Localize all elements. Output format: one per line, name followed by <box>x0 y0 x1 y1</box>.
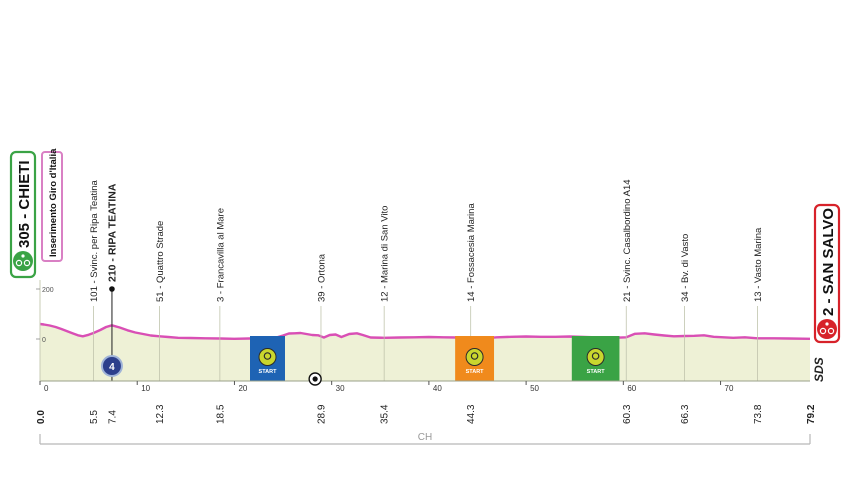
finish-label: 2 - SAN SALVO <box>813 203 841 344</box>
x-tick-label: 60 <box>627 384 636 393</box>
intermediate-label: START <box>259 369 278 375</box>
intermediate-sprint-box: START <box>571 336 620 381</box>
waypoint-label: 34 - Bv. di Vasto <box>680 234 691 302</box>
waypoint-distance: 7.4 <box>107 410 118 424</box>
region-bracket: CH <box>39 432 811 445</box>
waypoint-distance: 60.3 <box>622 404 633 424</box>
waypoint-label: 12 - Marina di San Vito <box>380 206 391 302</box>
summit-dot <box>109 286 115 292</box>
waypoint-distance: 44.3 <box>466 404 477 424</box>
start-distance: 0.0 <box>36 410 47 424</box>
waypoint-distance: 12.3 <box>155 404 166 424</box>
x-tick-label: 70 <box>725 384 734 393</box>
intermediate-sprint-box: START <box>250 336 285 381</box>
x-tick-label: 10 <box>141 384 150 393</box>
kom-marker: 4 <box>100 355 123 377</box>
waypoint-label: 39 - Ortona <box>316 253 327 302</box>
waypoint-label: 14 - Fossacesia Marina <box>466 203 477 302</box>
waypoint-distance: 18.5 <box>215 404 226 424</box>
x-tick-label: 40 <box>433 384 442 393</box>
waypoint-label: 101 - Svinc. per Ripa Teatina <box>89 179 100 302</box>
kom-number: 4 <box>109 362 115 373</box>
finish-location-label: 2 - SAN SALVO <box>820 208 837 316</box>
elevation-profile-line <box>39 322 811 340</box>
waypoint-label: 210 - RIPA TEATINA <box>106 183 118 282</box>
waypoint-label: 21 - Svinc. Casalbordino A14 <box>622 179 633 302</box>
waypoint-distance: 73.8 <box>753 404 764 424</box>
start-location-label: 305 - CHIETI <box>16 160 33 248</box>
kom-circle <box>100 355 123 377</box>
intermediate-sprint-box: START <box>455 336 495 381</box>
waypoint-distance: 5.5 <box>89 410 100 424</box>
y-tick-label: 200 <box>42 287 54 294</box>
intermediate-label: START <box>587 369 606 375</box>
x-tick-label: 50 <box>530 384 539 393</box>
start-label: 305 - CHIETI <box>9 150 37 279</box>
x-tick-label: 20 <box>238 384 247 393</box>
region-label: CH <box>418 432 432 443</box>
x-tick-label: 30 <box>336 384 345 393</box>
waypoint-label: 3 - Francavilla al Mare <box>215 208 226 302</box>
start-note: Inserimento Giro d'Italia <box>41 148 63 262</box>
y-tick-label: 0 <box>42 337 46 344</box>
waypoint-distance: 66.3 <box>680 404 691 424</box>
waypoint-distance: 35.4 <box>380 404 391 424</box>
feed-zone-marker <box>308 372 322 386</box>
intermediate-label: START <box>466 369 485 375</box>
waypoint-distance: 28.9 <box>316 404 327 424</box>
finish-distance: 79.2 <box>806 404 817 424</box>
start-note-label: Inserimento Giro d'Italia <box>48 148 59 257</box>
sds-logo: SDS <box>812 357 826 382</box>
waypoint-label: 51 - Quattro Strade <box>155 221 166 302</box>
elevation-profile-fill <box>40 324 810 381</box>
waypoint-label: 13 - Vasto Marina <box>753 227 764 302</box>
x-tick-label: 0 <box>44 384 49 393</box>
